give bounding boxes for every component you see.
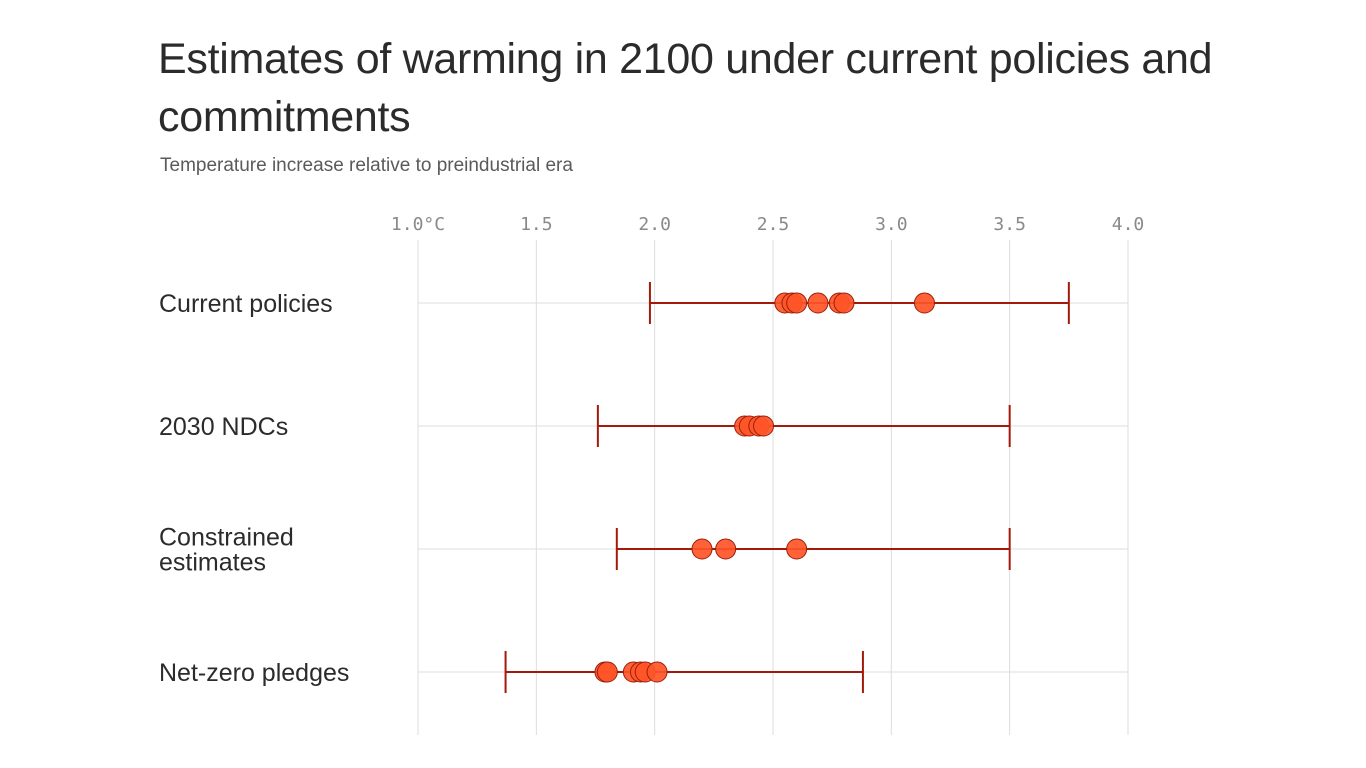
x-tick-label: 1.5 (520, 214, 553, 235)
x-tick-label: 2.0 (638, 214, 671, 235)
row-label: Net-zero pledges (159, 659, 349, 687)
estimate-marker (596, 661, 618, 683)
range-bars (504, 282, 1070, 693)
estimate-marker (786, 292, 808, 314)
x-axis-ticks: 1.0°C 1.5 2.0 2.5 3.0 3.5 4.0 (391, 214, 1144, 235)
estimate-marker (807, 292, 829, 314)
row-label: estimates (159, 549, 266, 577)
estimate-markers (594, 292, 935, 683)
chart-subtitle: Temperature increase relative to preindu… (160, 155, 573, 176)
estimate-marker (833, 292, 855, 314)
estimate-marker (646, 661, 668, 683)
estimate-marker (913, 292, 935, 314)
estimate-marker (715, 538, 737, 560)
x-tick-label: 3.5 (993, 214, 1026, 235)
x-tick-label: 2.5 (757, 214, 790, 235)
x-tick-label: 4.0 (1112, 214, 1145, 235)
row-label: Current policies (159, 290, 333, 318)
row-labels: Current policies 2030 NDCs Constrainedesti… (159, 290, 349, 687)
row-label: 2030 NDCs (159, 413, 288, 441)
chart-title: Estimates of warming in 2100 under curre… (158, 35, 1213, 141)
estimate-marker (753, 415, 775, 437)
grid-layer (417, 240, 1129, 735)
estimate-marker (786, 538, 808, 560)
estimate-marker (691, 538, 713, 560)
x-tick-label: 3.0 (875, 214, 908, 235)
row-label: Constrained (159, 524, 294, 552)
x-tick-label: 1.0°C (391, 214, 445, 235)
